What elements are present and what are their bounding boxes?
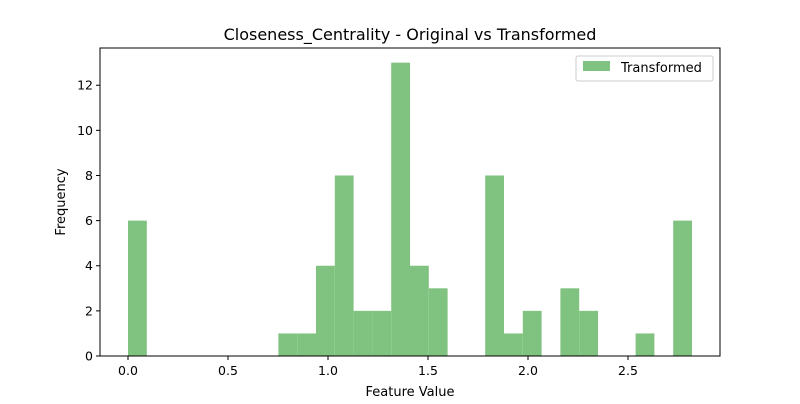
x-tick-label: 0.5 [218,363,238,378]
histogram-bar [410,265,429,356]
histogram-bar [278,333,298,356]
x-axis-label: Feature Value [366,385,455,400]
legend-box [575,55,714,82]
histogram-bar [579,310,598,356]
y-tick-label: 0 [85,349,93,364]
y-tick-label: 12 [77,78,93,93]
bars-layer [128,62,692,357]
chart-title: Closeness_Centrality - Original vs Trans… [224,25,597,45]
histogram-bar [560,288,580,356]
x-tick-label: 1.0 [318,363,338,378]
histogram-bar [428,288,448,356]
histogram-bar [316,265,335,356]
histogram-bar [485,175,504,356]
histogram-bar [673,220,692,356]
y-tick-label: 4 [85,258,93,273]
y-tick-label: 8 [85,168,93,183]
histogram-bar [391,62,410,357]
histogram-bar [522,310,542,356]
x-axis: 0.0 0.5 1.0 1.5 2.0 2.5 [118,356,638,378]
histogram-bar [297,333,316,356]
y-axis: 0 2 4 6 8 10 12 [77,78,100,364]
legend-label-transformed: Transformed [620,61,702,76]
histogram-bar [635,333,655,356]
y-tick-label: 10 [77,123,93,138]
histogram-bar [353,310,373,356]
y-axis-label: Frequency [54,168,69,235]
x-tick-label: 2.0 [518,363,538,378]
histogram-bar [372,310,392,356]
legend-swatch-transformed [583,61,610,71]
histogram-bar [128,220,147,356]
plot-area-frame [99,47,721,357]
histogram-bar [334,175,354,356]
y-tick-label: 6 [85,213,93,228]
x-tick-label: 1.5 [418,363,438,378]
y-tick-label: 2 [85,303,93,318]
x-tick-label: 2.5 [618,363,638,378]
histogram-bar [504,333,523,356]
x-tick-label: 0.0 [118,363,138,378]
legend: Transformed [575,55,714,82]
